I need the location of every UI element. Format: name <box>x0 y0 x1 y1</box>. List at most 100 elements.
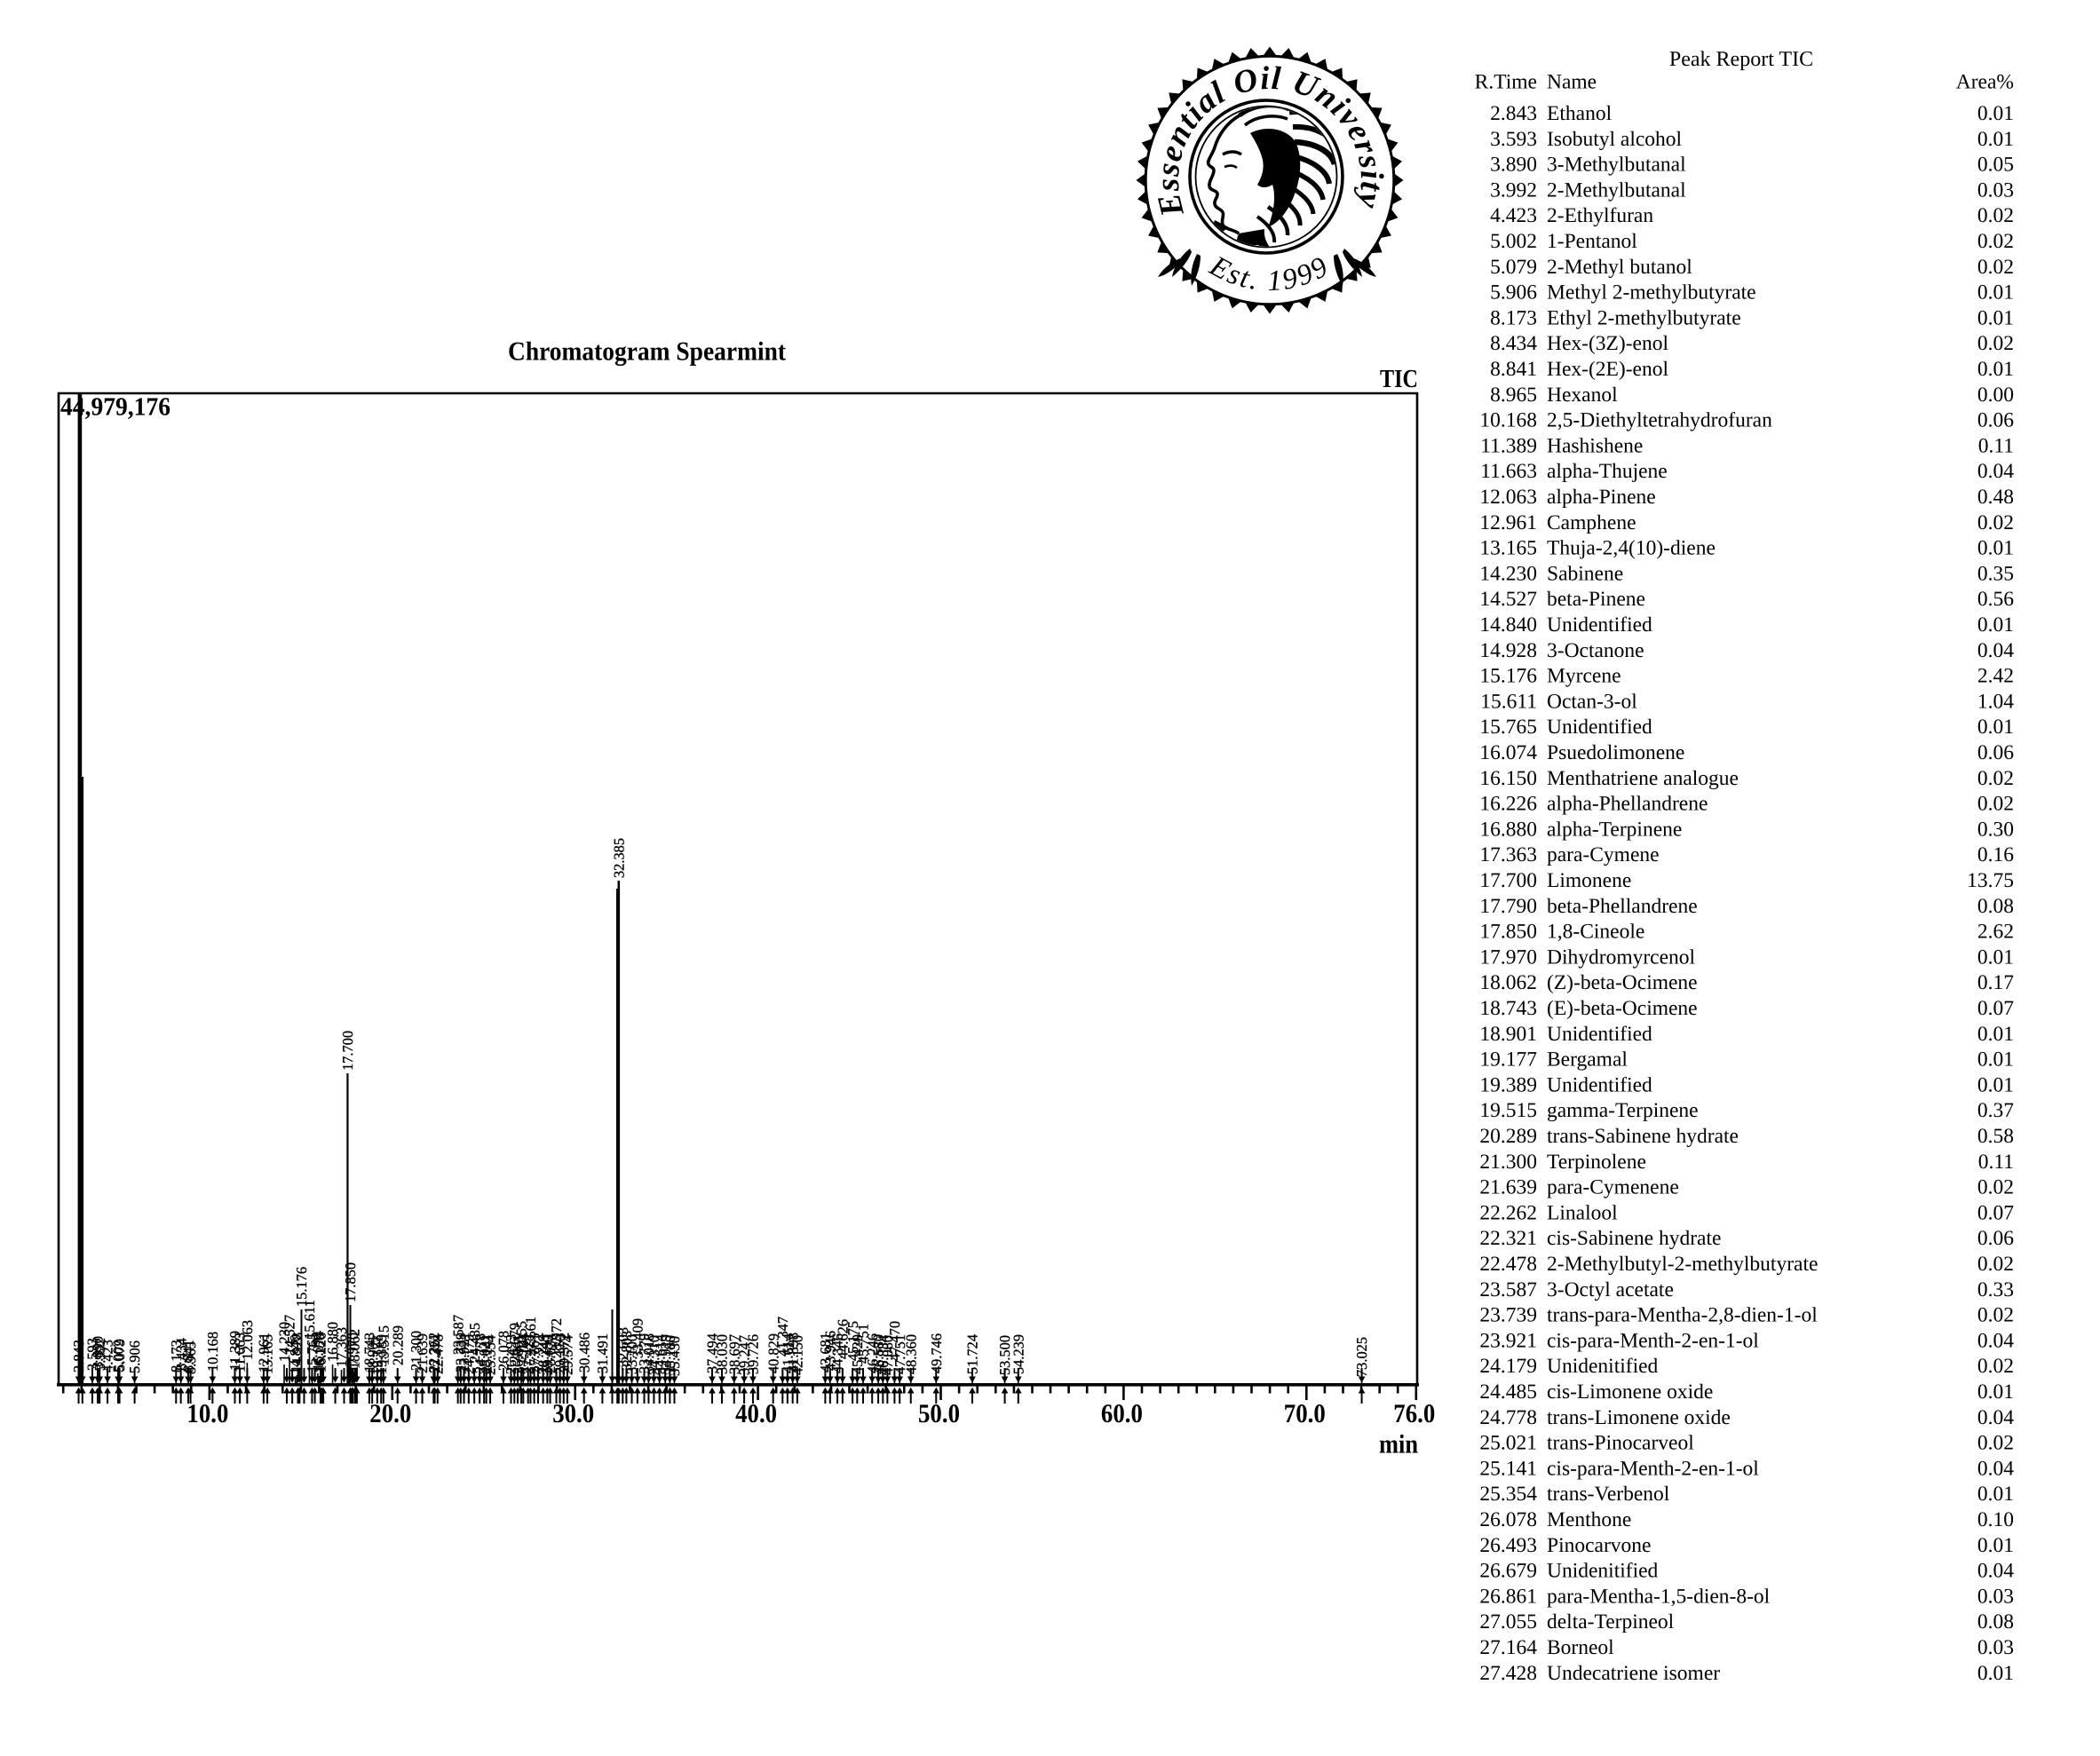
svg-text:5.906: 5.906 <box>126 1341 143 1373</box>
svg-text:13.165: 13.165 <box>259 1334 276 1374</box>
svg-text:18.062: 18.062 <box>1479 971 1537 994</box>
svg-text:TIC: TIC <box>1380 365 1418 393</box>
svg-text:32.603: 32.603 <box>614 1327 631 1367</box>
svg-text:Area%: Area% <box>1956 71 2014 94</box>
svg-text:Psuedolimonene: Psuedolimonene <box>1547 741 1684 764</box>
svg-text:23.587: 23.587 <box>1479 1278 1537 1301</box>
svg-text:14.527: 14.527 <box>1479 588 1537 611</box>
svg-text:22.262: 22.262 <box>1479 1201 1537 1224</box>
svg-text:46.580: 46.580 <box>870 1334 887 1374</box>
svg-text:Name: Name <box>1547 71 1597 94</box>
svg-text:27.055: 27.055 <box>1479 1610 1537 1633</box>
svg-text:0.01: 0.01 <box>1977 358 2014 381</box>
svg-text:Menthatriene analogue: Menthatriene analogue <box>1547 767 1739 790</box>
svg-text:0.03: 0.03 <box>1977 1636 2014 1659</box>
svg-text:cis-para-Menth-2-en-1-ol: cis-para-Menth-2-en-1-ol <box>1547 1329 1759 1352</box>
svg-text:17.850: 17.850 <box>342 1262 359 1302</box>
svg-text:para-Cymenene: para-Cymenene <box>1547 1176 1679 1199</box>
svg-text:0.01: 0.01 <box>1977 537 2014 560</box>
svg-text:34.310: 34.310 <box>646 1335 662 1375</box>
svg-text:27.055: 27.055 <box>513 1321 530 1361</box>
svg-text:11.389: 11.389 <box>1480 434 1537 457</box>
svg-text:34.018: 34.018 <box>640 1333 657 1373</box>
svg-text:15.611: 15.611 <box>1480 690 1537 713</box>
svg-text:21.300: 21.300 <box>1479 1151 1537 1174</box>
svg-text:21.300: 21.300 <box>408 1331 424 1371</box>
svg-text:beta-Pinene: beta-Pinene <box>1547 588 1645 611</box>
svg-text:42.150: 42.150 <box>788 1335 805 1375</box>
svg-text:27.561: 27.561 <box>522 1317 539 1357</box>
svg-text:26.679: 26.679 <box>506 1323 523 1363</box>
svg-text:15.611: 15.611 <box>301 1300 318 1340</box>
svg-text:(E)-beta-Ocimene: (E)-beta-Ocimene <box>1547 997 1698 1020</box>
svg-text:0.06: 0.06 <box>1977 409 2014 432</box>
svg-text:18.743: 18.743 <box>1479 997 1537 1020</box>
svg-text:35.430: 35.430 <box>666 1336 683 1376</box>
svg-text:70.0: 70.0 <box>1284 1399 1326 1428</box>
svg-text:38.697: 38.697 <box>725 1334 742 1374</box>
svg-text:21.639: 21.639 <box>414 1333 431 1373</box>
svg-text:Unidentified: Unidentified <box>1547 716 1652 739</box>
svg-text:11.389: 11.389 <box>226 1331 243 1371</box>
svg-text:0.02: 0.02 <box>1977 1355 2014 1378</box>
svg-text:18.062: 18.062 <box>346 1329 363 1369</box>
svg-text:20.289: 20.289 <box>1479 1125 1537 1148</box>
svg-text:43.681: 43.681 <box>817 1333 834 1372</box>
svg-text:8.434: 8.434 <box>172 1338 189 1371</box>
svg-text:14.230: 14.230 <box>1479 562 1537 585</box>
svg-text:Hexanol: Hexanol <box>1547 384 1618 407</box>
svg-text:28.972: 28.972 <box>548 1318 565 1358</box>
svg-text:0.01: 0.01 <box>1977 1073 2014 1096</box>
svg-text:14.527: 14.527 <box>281 1315 298 1355</box>
svg-text:25.021: 25.021 <box>476 1334 493 1374</box>
svg-text:12.961: 12.961 <box>255 1333 272 1372</box>
svg-text:19.389: 19.389 <box>1479 1073 1537 1096</box>
svg-text:Linalool: Linalool <box>1547 1201 1618 1224</box>
svg-text:25.021: 25.021 <box>1479 1432 1537 1455</box>
svg-text:29.574: 29.574 <box>559 1335 576 1375</box>
svg-text:trans-para-Mentha-2,8-dien-1-o: trans-para-Mentha-2,8-dien-1-ol <box>1547 1304 1818 1327</box>
svg-text:R.Time: R.Time <box>1475 71 1537 94</box>
svg-text:0.05: 0.05 <box>1977 154 2014 177</box>
svg-text:Unidenitified: Unidenitified <box>1547 1355 1659 1378</box>
svg-text:trans-Limonene oxide: trans-Limonene oxide <box>1547 1406 1731 1429</box>
svg-text:50.0: 50.0 <box>918 1399 960 1428</box>
svg-text:12.063: 12.063 <box>239 1320 256 1360</box>
svg-text:Sabinene: Sabinene <box>1547 562 1623 585</box>
svg-text:0.03: 0.03 <box>1977 178 2014 202</box>
svg-text:44.626: 44.626 <box>834 1319 851 1359</box>
svg-text:24.179: 24.179 <box>460 1334 477 1374</box>
svg-text:19.177: 19.177 <box>368 1335 385 1375</box>
svg-text:11.663: 11.663 <box>1480 460 1537 483</box>
svg-text:Hashishene: Hashishene <box>1547 434 1643 457</box>
svg-text:0.01: 0.01 <box>1977 1483 2014 1506</box>
svg-text:25.141: 25.141 <box>1479 1457 1537 1480</box>
svg-text:20.289: 20.289 <box>389 1325 406 1365</box>
svg-text:13.165: 13.165 <box>1479 537 1537 560</box>
svg-text:21.639: 21.639 <box>1479 1176 1537 1199</box>
svg-text:23.739: 23.739 <box>452 1333 469 1372</box>
svg-text:beta-Phellandrene: beta-Phellandrene <box>1547 895 1698 918</box>
svg-text:51.724: 51.724 <box>964 1334 981 1374</box>
svg-text:45.429: 45.429 <box>849 1334 866 1374</box>
svg-text:27.428: 27.428 <box>1479 1662 1537 1685</box>
svg-text:3.593: 3.593 <box>1490 128 1537 151</box>
svg-text:47.751: 47.751 <box>892 1334 908 1374</box>
svg-text:25.354: 25.354 <box>482 1335 499 1375</box>
svg-text:32.385: 32.385 <box>610 838 627 878</box>
svg-text:76.0: 76.0 <box>1393 1399 1435 1428</box>
svg-text:0.02: 0.02 <box>1977 256 2014 279</box>
svg-text:32.803: 32.803 <box>618 1331 635 1371</box>
svg-text:trans-Sabinene hydrate: trans-Sabinene hydrate <box>1547 1125 1739 1148</box>
svg-text:26.078: 26.078 <box>1479 1508 1537 1531</box>
svg-text:24.778: 24.778 <box>1479 1406 1537 1429</box>
svg-text:Unidentified: Unidentified <box>1547 613 1652 637</box>
svg-text:0.02: 0.02 <box>1977 1253 2014 1276</box>
svg-text:trans-Verbenol: trans-Verbenol <box>1547 1483 1670 1506</box>
svg-text:43.946: 43.946 <box>821 1331 838 1371</box>
svg-text:17.970: 17.970 <box>1479 945 1537 969</box>
svg-text:40.829: 40.829 <box>765 1333 781 1373</box>
svg-text:40.0: 40.0 <box>735 1399 777 1428</box>
svg-text:28.634: 28.634 <box>542 1333 559 1373</box>
svg-text:Unidenitified: Unidenitified <box>1547 1560 1659 1583</box>
